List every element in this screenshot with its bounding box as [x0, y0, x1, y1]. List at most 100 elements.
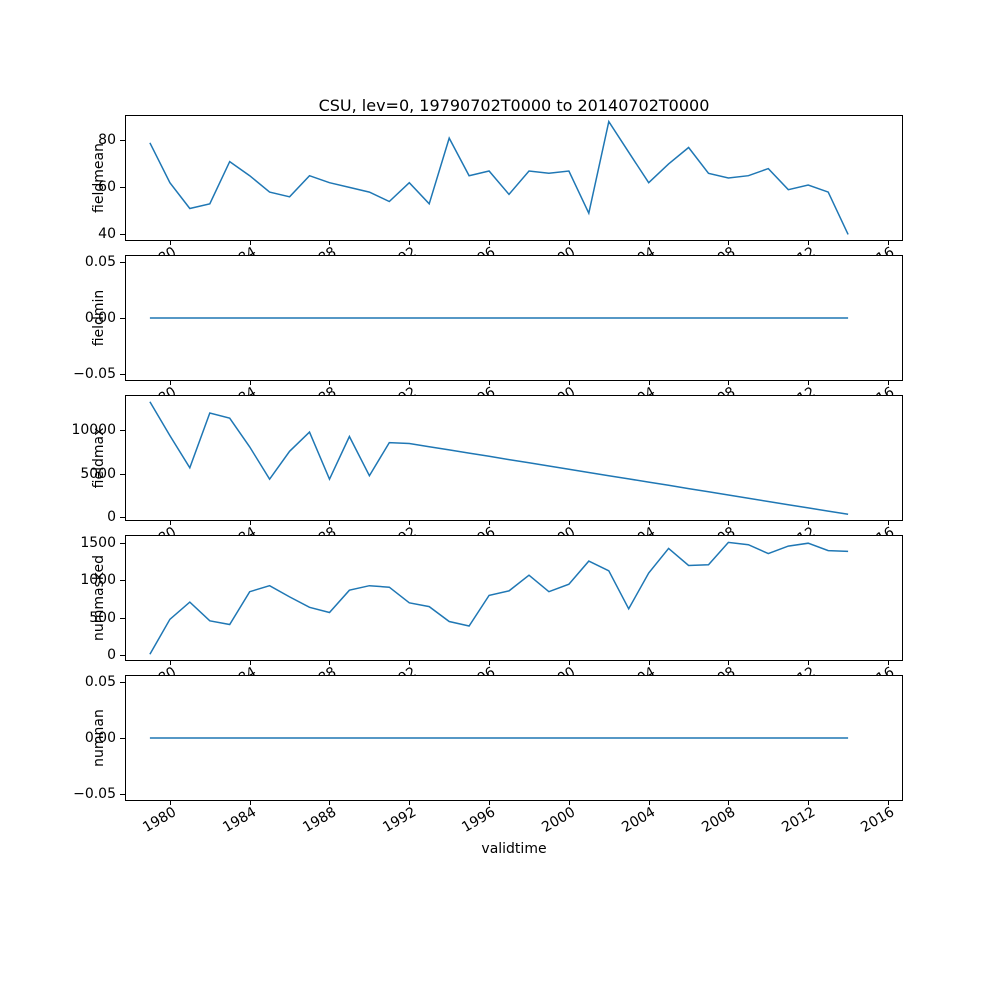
- y-tick-label: 40: [98, 226, 116, 243]
- x-tick-mark: [329, 801, 331, 805]
- figure-title: CSU, lev=0, 19790702T0000 to 20140702T00…: [318, 96, 710, 115]
- y-tick-mark: [120, 318, 125, 319]
- y-tick-label: 0.05: [84, 253, 116, 270]
- subplot-fieldmax: [125, 395, 903, 521]
- y-tick-mark: [120, 187, 125, 189]
- x-tick-mark: [648, 241, 650, 245]
- subplot-fieldmean: [125, 115, 903, 241]
- x-tick-mark: [648, 521, 650, 525]
- x-tick-mark: [329, 381, 331, 385]
- x-tick-mark: [489, 661, 491, 665]
- y-tick-mark: [120, 681, 125, 683]
- y-tick-mark: [120, 617, 125, 619]
- x-tick-mark: [728, 661, 730, 665]
- y-tick-mark: [120, 430, 125, 432]
- y-tick-label: −0.05: [73, 366, 116, 383]
- line-series-fieldmean: [149, 119, 849, 235]
- x-tick-label: 1996: [459, 804, 499, 836]
- x-tick-mark: [648, 381, 650, 385]
- x-tick-mark: [728, 521, 730, 525]
- x-tick-mark: [808, 661, 810, 665]
- x-tick-mark: [249, 521, 251, 525]
- x-tick-mark: [489, 241, 491, 245]
- y-tick-label: 0: [107, 509, 116, 526]
- x-tick-mark: [648, 661, 650, 665]
- y-tick-mark: [120, 374, 125, 376]
- y-tick-mark: [120, 473, 125, 475]
- line-series-fieldmax: [149, 401, 849, 516]
- x-tick-label: 2004: [619, 804, 659, 836]
- x-tick-mark: [249, 661, 251, 665]
- x-tick-mark: [888, 241, 890, 245]
- x-tick-mark: [249, 381, 251, 385]
- y-tick-mark: [120, 234, 125, 236]
- x-tick-mark: [728, 801, 730, 805]
- y-tick-label: 0.00: [84, 730, 116, 746]
- x-tick-label: 2000: [539, 804, 579, 836]
- data-line: [149, 119, 849, 235]
- y-tick-mark: [120, 738, 125, 739]
- x-tick-label: 2016: [858, 804, 898, 836]
- y-tick-mark: [120, 517, 125, 519]
- x-tick-mark: [568, 241, 570, 245]
- x-tick-mark: [489, 801, 491, 805]
- x-tick-mark: [888, 521, 890, 525]
- x-tick-mark: [169, 241, 171, 245]
- y-tick-mark: [120, 655, 125, 657]
- x-tick-mark: [409, 381, 411, 385]
- data-line: [149, 401, 849, 516]
- y-tick-label: 60: [98, 179, 116, 196]
- x-tick-mark: [728, 241, 730, 245]
- y-tick-mark: [120, 543, 125, 545]
- y-tick-label: 5000: [80, 465, 116, 482]
- x-tick-mark: [489, 381, 491, 385]
- y-tick-label: 80: [98, 132, 116, 149]
- x-tick-label: 1980: [140, 804, 180, 836]
- x-tick-mark: [808, 241, 810, 245]
- x-tick-mark: [808, 801, 810, 805]
- x-tick-mark: [568, 521, 570, 525]
- x-tick-mark: [169, 661, 171, 665]
- subplot-fieldmin: [125, 255, 903, 381]
- y-tick-label: 1000: [80, 572, 116, 589]
- x-tick-mark: [568, 801, 570, 805]
- y-tick-label: 0: [107, 647, 116, 664]
- x-tick-label: 2008: [699, 804, 738, 836]
- x-tick-mark: [169, 381, 171, 385]
- y-tick-label: −0.05: [73, 786, 116, 803]
- x-tick-label: 1988: [300, 804, 339, 836]
- x-tick-label: 1984: [220, 804, 260, 836]
- x-tick-mark: [568, 661, 570, 665]
- x-tick-mark: [409, 801, 411, 805]
- line-series-numnan: [149, 737, 849, 739]
- x-tick-mark: [329, 661, 331, 665]
- subplot-numnan: [125, 675, 903, 801]
- data-line: [149, 541, 849, 655]
- x-tick-mark: [888, 801, 890, 805]
- line-series-fieldmin: [149, 317, 849, 319]
- x-tick-mark: [169, 521, 171, 525]
- y-tick-mark: [120, 140, 125, 142]
- x-tick-mark: [409, 661, 411, 665]
- x-tick-label: 2012: [778, 804, 818, 836]
- x-tick-mark: [568, 381, 570, 385]
- y-tick-label: 500: [89, 609, 116, 626]
- x-tick-mark: [409, 521, 411, 525]
- x-tick-mark: [888, 661, 890, 665]
- x-tick-mark: [808, 381, 810, 385]
- subplot-nummasked: [125, 535, 903, 661]
- x-tick-label: 1992: [379, 804, 419, 836]
- y-tick-label: 0.05: [84, 673, 116, 690]
- x-tick-mark: [888, 381, 890, 385]
- y-tick-mark: [120, 794, 125, 796]
- x-axis-title: validtime: [481, 841, 547, 857]
- y-tick-label: 10000: [71, 422, 116, 439]
- x-tick-mark: [728, 381, 730, 385]
- y-tick-label: 1500: [80, 535, 116, 552]
- x-tick-mark: [329, 521, 331, 525]
- x-tick-mark: [169, 801, 171, 805]
- x-tick-mark: [808, 521, 810, 525]
- x-tick-mark: [249, 801, 251, 805]
- y-tick-label: 0.00: [84, 310, 116, 326]
